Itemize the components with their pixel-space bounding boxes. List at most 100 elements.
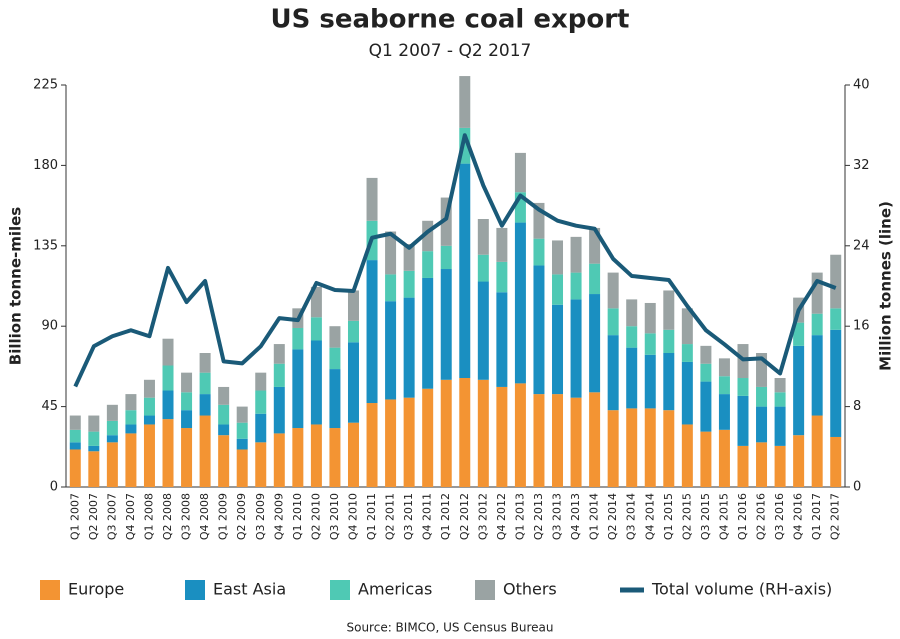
x-tick-label: Q2 2010	[309, 493, 322, 540]
bar-segment	[236, 406, 248, 423]
bar-segment	[589, 294, 601, 393]
bar-segment	[273, 363, 285, 387]
bar-segment	[69, 429, 81, 443]
x-tick-label: Q4 2010	[346, 493, 359, 540]
bar-segment	[811, 272, 823, 314]
x-tick-label: Q3 2014	[625, 493, 638, 540]
bar-segment	[255, 413, 267, 443]
bar-segment	[329, 428, 341, 487]
bar-segment	[811, 415, 823, 487]
bar-segment	[570, 397, 582, 487]
x-tick-label: Q3 2012	[476, 493, 489, 540]
bar-segment	[459, 163, 471, 379]
bar-segment	[756, 442, 768, 487]
bar-segment	[774, 392, 786, 407]
y-tick-label: 135	[33, 238, 58, 253]
bar-segment	[422, 388, 434, 487]
bar-segment	[774, 406, 786, 446]
bar-segment	[756, 386, 768, 407]
bar-segment	[366, 177, 378, 221]
y-tick-label: 0	[50, 480, 58, 495]
bar-segment	[533, 265, 545, 395]
bar-segment	[681, 361, 693, 425]
bar-segment	[589, 263, 601, 295]
x-tick-label: Q1 2010	[291, 493, 304, 540]
bar-segment	[718, 376, 730, 395]
bar-segment	[310, 317, 322, 341]
bar-segment	[459, 127, 471, 164]
bar-segment	[347, 342, 359, 423]
bar-segment	[663, 290, 675, 330]
bar-segment	[106, 404, 118, 421]
bar-segment	[199, 353, 211, 373]
bar-segment	[718, 358, 730, 377]
legend-swatch	[40, 580, 60, 600]
chart-title: US seaborne coal export	[271, 5, 630, 35]
bar-segment	[292, 428, 304, 487]
y2-tick-label: 0	[853, 480, 861, 495]
bar-segment	[218, 435, 230, 487]
bar-segment	[69, 415, 81, 430]
y2-axis-label: Million tonnes (line)	[877, 201, 895, 371]
x-tick-label: Q2 2013	[532, 493, 545, 540]
bar-segment	[440, 245, 452, 270]
x-tick-label: Q3 2013	[551, 493, 564, 540]
bar-segment	[644, 354, 656, 409]
bar-segment	[440, 269, 452, 380]
bar-segment	[403, 244, 415, 271]
y-tick-label: 45	[41, 399, 58, 414]
x-tick-label: Q3 2011	[402, 493, 415, 540]
bar-segment	[477, 219, 489, 255]
bar-segment	[329, 347, 341, 370]
bar-segment	[88, 445, 100, 452]
legend-label: Europe	[68, 580, 124, 599]
bar-segment	[793, 322, 805, 346]
bar-segment	[737, 445, 749, 487]
x-tick-label: Q1 2017	[810, 493, 823, 540]
x-tick-label: Q2 2016	[755, 493, 768, 540]
x-tick-label: Q1 2013	[513, 493, 526, 540]
bar-segment	[626, 408, 638, 487]
bar-segment	[199, 415, 211, 487]
bar-segment	[644, 333, 656, 355]
bar-segment	[403, 270, 415, 298]
legend-label: Total volume (RH-axis)	[651, 580, 832, 599]
x-tick-label: Q4 2008	[198, 493, 211, 540]
y-tick-label: 180	[33, 158, 58, 173]
bar-segment	[700, 381, 712, 432]
bar-segment	[143, 424, 155, 487]
bar-segment	[514, 152, 526, 193]
x-tick-label: Q4 2014	[643, 493, 656, 540]
bar-segment	[310, 424, 322, 487]
bar-segment	[403, 297, 415, 398]
x-tick-label: Q1 2009	[217, 493, 230, 540]
bar-segment	[533, 394, 545, 487]
bar-segment	[403, 397, 415, 487]
y2-tick-label: 32	[853, 158, 870, 173]
y-axis-label: Billion tonne-miles	[7, 207, 25, 366]
bar-segment	[422, 220, 434, 252]
bar-segment	[236, 449, 248, 487]
bar-segment	[626, 347, 638, 409]
bar-segment	[477, 281, 489, 380]
bar-segment	[366, 260, 378, 404]
bar-segment	[385, 301, 397, 400]
bar-segment	[533, 202, 545, 239]
bar-segment	[88, 451, 100, 487]
bar-segment	[607, 410, 619, 487]
legend-label: Others	[503, 580, 557, 599]
x-tick-label: Q1 2016	[736, 493, 749, 540]
x-tick-label: Q4 2009	[272, 493, 285, 540]
bar-segment	[181, 410, 193, 429]
bar-segment	[830, 308, 842, 330]
y2-tick-label: 24	[853, 238, 870, 253]
bar-segment	[69, 442, 81, 450]
bar-segment	[570, 236, 582, 273]
bar-segment	[273, 344, 285, 364]
bar-segment	[496, 386, 508, 487]
bar-segment	[607, 335, 619, 411]
bar-segment	[273, 386, 285, 434]
y-tick-label: 90	[41, 319, 58, 334]
bar-segment	[143, 397, 155, 416]
